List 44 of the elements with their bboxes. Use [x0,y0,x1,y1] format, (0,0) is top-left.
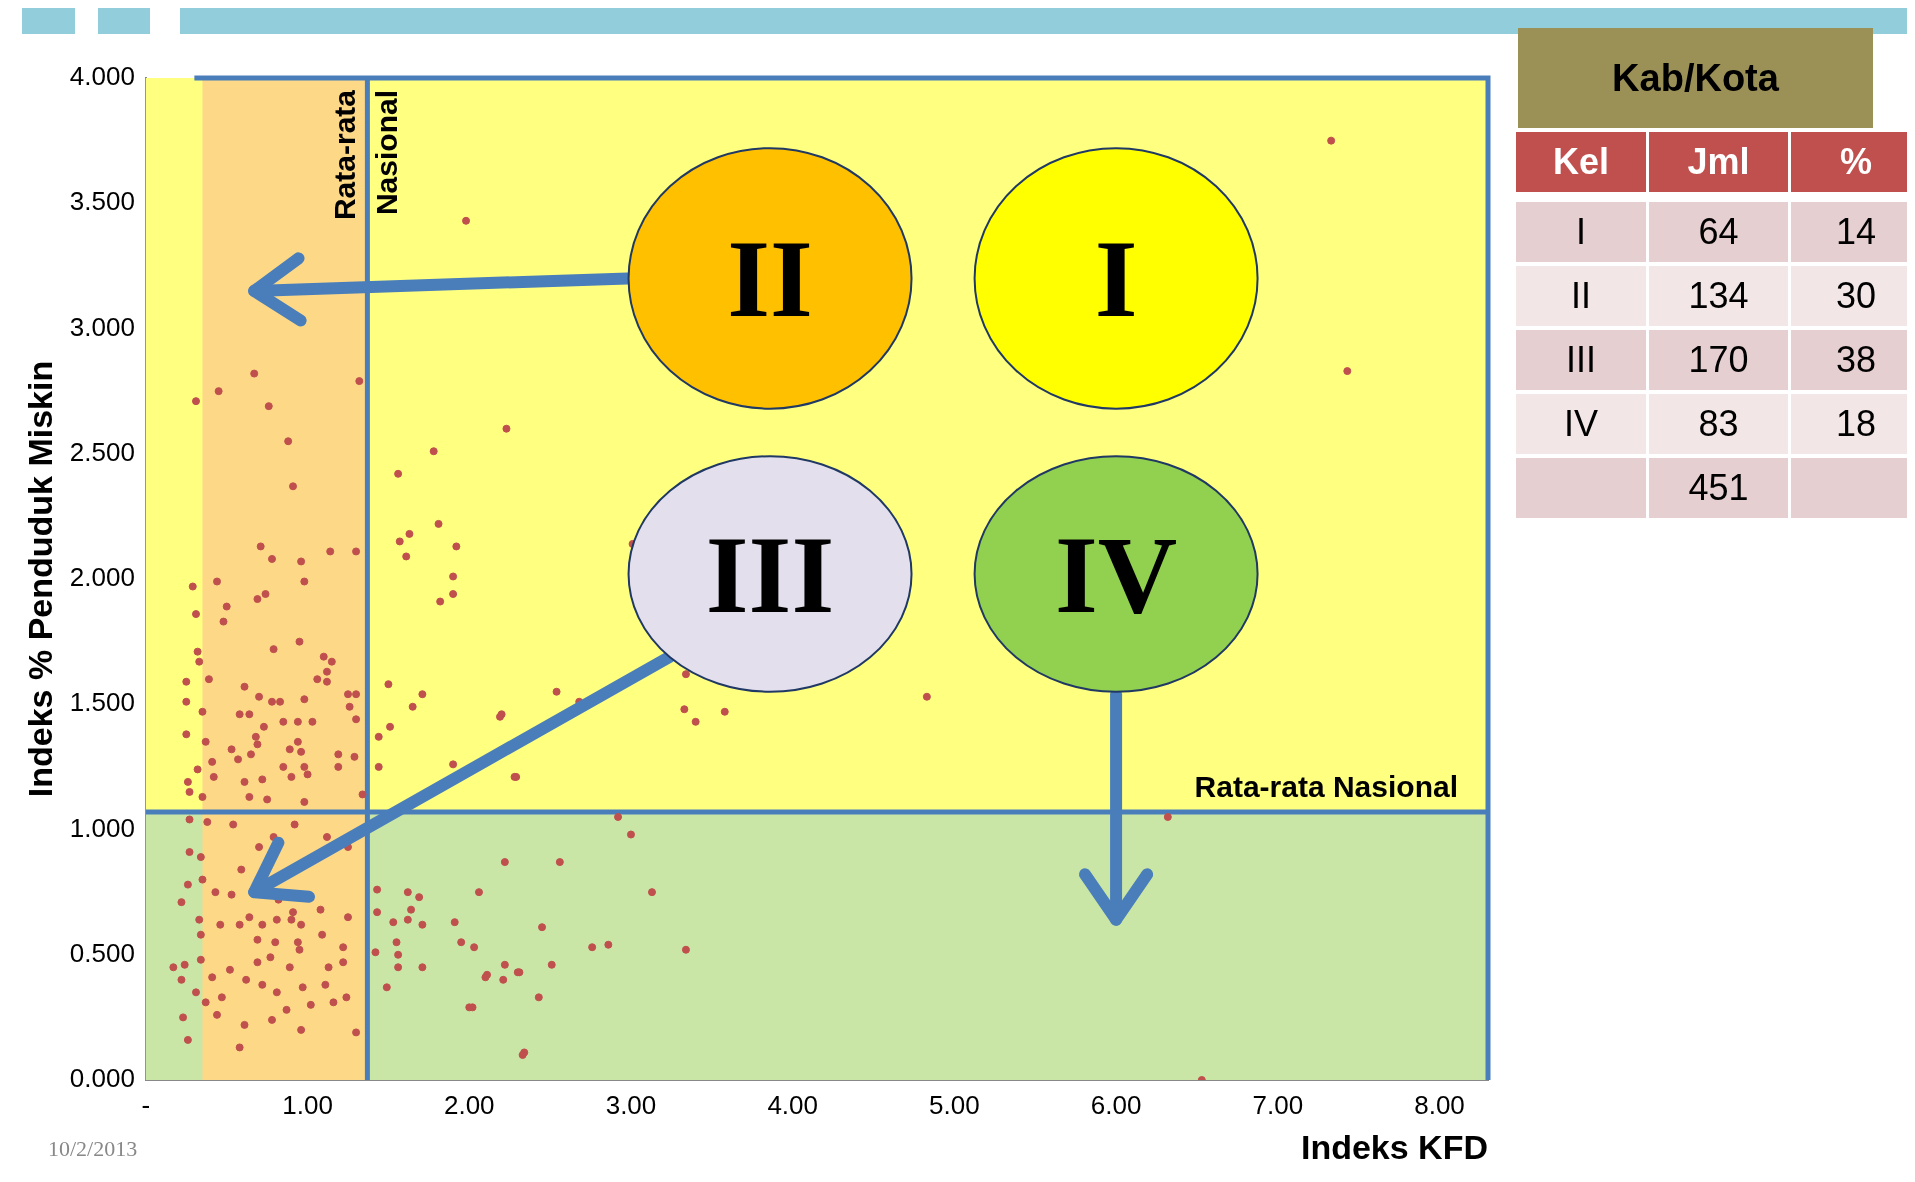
text: 14 [1834,210,1877,254]
text: III [1516,330,1646,390]
text: Kel [1516,132,1646,192]
x-tick-label: 7.00 [1252,1089,1304,1120]
x-tick-label: - [141,1089,151,1120]
x-tick-label: 5.00 [929,1089,980,1120]
x-tick-label: 3.00 [605,1089,657,1120]
y-tick-label: 2.500 [69,436,135,467]
y-tick-label: 3.000 [69,311,135,342]
ref-line-label: Rata-rata Nasional [327,89,403,221]
text: 64 [1649,202,1788,262]
text: 30 [1834,274,1877,318]
text: 83 [1649,394,1788,454]
y-tick-label: 1.000 [69,812,135,843]
text: II [1516,266,1646,326]
y-tick-label: 2.000 [69,562,135,593]
x-tick-label: 6.00 [1090,1089,1142,1120]
x-axis-title: Indeks KFD [1300,1127,1488,1166]
text: 134 [1649,266,1788,326]
y-tick-label: 0.000 [69,1063,135,1094]
text: 170 [1649,330,1788,390]
x-tick-label: 8.00 [1414,1089,1465,1120]
annotation: IV [1054,513,1178,636]
annotation: III [705,513,835,636]
x-tick-label: 1.00 [282,1089,333,1120]
text: IV [1516,394,1646,454]
y-tick-label: 0.500 [69,937,135,968]
text: Kab/Kota [1518,28,1873,128]
x-tick-label: 2.00 [443,1089,495,1120]
text: 451 [1649,458,1788,518]
text: 18 [1834,402,1877,446]
text: Jml [1649,132,1788,192]
text: 10/2/2013 [48,1136,138,1162]
annotation: I [1094,218,1138,341]
annotation: II [727,218,813,341]
x-tick-label: 4.00 [767,1089,818,1120]
y-tick-label: 3.500 [69,186,135,217]
y-axis-title: Indeks % Penduduk Miskin [20,360,59,798]
text: % [1839,140,1873,184]
text: I [1516,202,1646,262]
y-tick-label: 1.500 [69,687,135,718]
ref-line-label: Rata-rata Nasional [1194,770,1458,804]
text: 38 [1834,338,1877,382]
y-tick-label: 4.000 [69,61,135,92]
